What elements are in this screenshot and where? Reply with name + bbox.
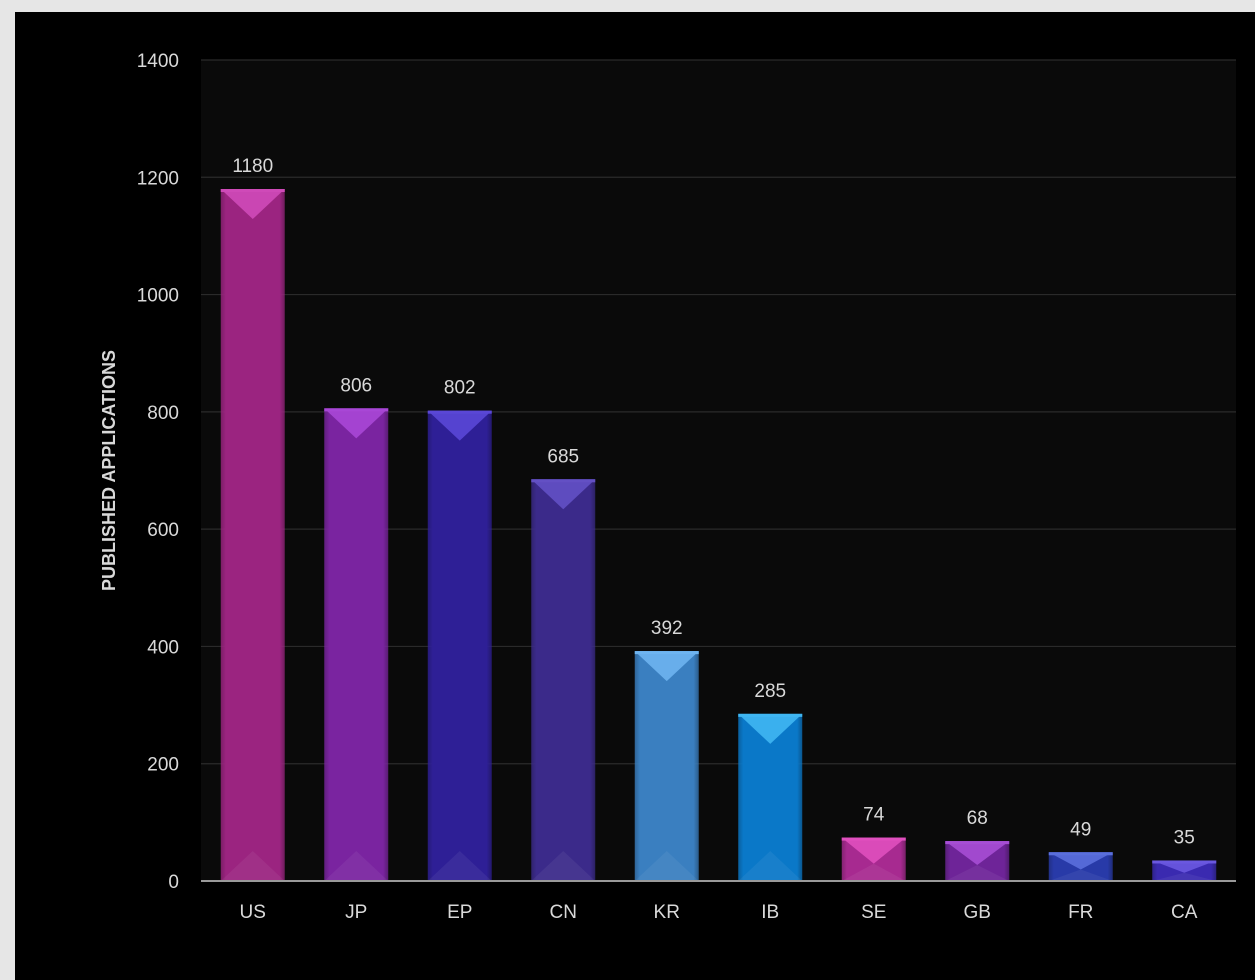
bar [324,408,389,881]
bar-base-shade [634,851,699,881]
data-label: 802 [444,378,476,399]
y-tick-label: 400 [147,637,179,658]
bar-cap [220,189,285,220]
data-label: 68 [967,808,988,829]
bar-cap [324,408,389,439]
data-label: 49 [1070,819,1091,840]
chart-frame: 0 200 400 600 800 1000 1200 1400 1180 806 802 685 3… [15,12,1255,980]
x-tick-label: FR [1068,902,1093,923]
bar-cap [1152,860,1217,873]
bar-base-shade [427,851,492,881]
bar-base-shade [841,863,906,881]
bar-chart: 0 200 400 600 800 1000 1200 1400 1180 806 802 685 3… [99,51,1236,923]
bar [634,651,699,881]
bar-top-edge [220,189,285,193]
y-tick-label: 800 [147,403,179,424]
bar-top-edge [634,651,699,655]
bar [531,479,596,881]
bar-base-shade [1152,872,1217,881]
bar-cap [841,837,906,864]
bar [220,189,285,881]
y-tick-label: 1200 [137,168,179,189]
data-label: 392 [651,618,683,639]
x-tick-label: US [240,902,266,923]
bar-cap [1048,852,1113,870]
data-label: 74 [863,805,885,826]
bar-cap [738,713,803,744]
x-tick-label: SE [861,902,886,923]
bar-top-edge [531,479,596,483]
data-label: 806 [340,375,372,396]
bar-base-shade [324,851,389,881]
bar-top-edge [841,837,906,841]
y-axis-title: PUBLISHED APPLICATIONS [99,350,119,591]
bar [427,410,492,881]
value-labels: 1180 806 802 685 392 285 74 68 49 35 [232,156,1195,848]
y-tick-label: 0 [168,872,179,893]
bar-cap [634,651,699,682]
data-label: 285 [754,681,786,702]
x-tick-label: CN [550,902,577,923]
bar-base-shade [531,851,596,881]
data-label: 1180 [232,156,273,177]
bars [220,189,1217,881]
bar-top-edge [1152,860,1217,864]
bar-cap [427,410,492,441]
bar-base-shade [1048,869,1113,881]
y-tick-label: 1000 [137,286,179,307]
bar-base-shade [738,851,803,881]
x-tick-label: KR [654,902,680,923]
bar-top-edge [427,410,492,414]
x-tick-label: GB [964,902,991,923]
x-axis-ticks: US JP EP CN KR IB SE GB FR CA [240,902,1198,923]
y-tick-label: 1400 [137,51,179,72]
bar-top-edge [1048,852,1113,856]
x-tick-label: JP [345,902,367,923]
bar-base-shade [220,851,285,881]
y-axis-ticks: 0 200 400 600 800 1000 1200 1400 [137,51,179,893]
data-label: 35 [1174,827,1195,848]
x-tick-label: EP [447,902,472,923]
bar-base-shade [945,865,1010,881]
data-label: 685 [547,446,579,467]
y-tick-label: 200 [147,755,179,776]
x-tick-label: CA [1171,902,1198,923]
bar-cap [531,479,596,510]
bar-top-edge [945,841,1010,845]
bar-top-edge [738,713,803,717]
bar-cap [945,841,1010,866]
x-tick-label: IB [761,902,779,923]
bar-top-edge [324,408,389,412]
y-tick-label: 600 [147,520,179,541]
